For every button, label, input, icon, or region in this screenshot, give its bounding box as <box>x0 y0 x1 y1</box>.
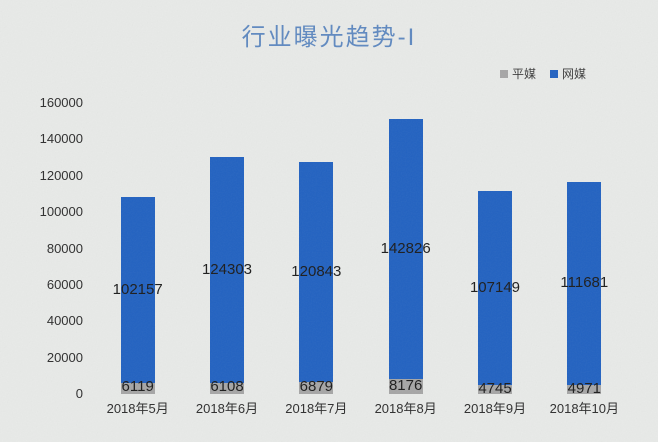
y-axis-tick-label: 140000 <box>39 131 83 147</box>
print-media-value-label: 6108 <box>210 378 244 396</box>
plot-area: 102157 6119 2018年5月 124303 6108 2018年6月 … <box>93 103 629 416</box>
bar-group: 124303 6108 2018年6月 <box>182 103 272 416</box>
x-axis-category-label: 2018年10月 <box>549 401 620 416</box>
y-axis-tick-label: 40000 <box>46 313 83 329</box>
y-axis-tick-label: 80000 <box>46 240 83 256</box>
x-axis-category-label: 2018年7月 <box>285 401 348 416</box>
bar-group: 111681 4971 2018年10月 <box>539 103 629 416</box>
x-axis-category-label: 2018年9月 <box>463 401 527 416</box>
online-media-value-label: 124303 <box>201 260 253 278</box>
x-axis-category-label: 2018年8月 <box>374 401 437 416</box>
print-media-value-label: 6879 <box>299 377 334 395</box>
online-media-value-label: 107149 <box>469 278 521 296</box>
legend: 平媒 网媒 <box>499 65 586 82</box>
y-axis-tick-label: 0 <box>75 386 83 401</box>
bar-group: 102157 6119 2018年5月 <box>93 103 183 416</box>
print-media-swatch-icon <box>499 69 508 78</box>
y-axis-tick-label: 160000 <box>39 95 83 110</box>
bar-group: 107149 4745 2018年9月 <box>450 103 540 416</box>
print-media-value-label: 4971 <box>567 379 602 397</box>
online-media-value-label: 120843 <box>291 262 342 280</box>
legend-label-print-media: 平媒 <box>511 67 536 81</box>
legend-item-online-media: 网媒 <box>549 65 586 82</box>
online-media-swatch-icon <box>549 69 558 78</box>
legend-item-print-media: 平媒 <box>499 65 536 82</box>
x-axis-category-label: 2018年5月 <box>106 401 169 416</box>
bar-group: 120843 6879 2018年7月 <box>271 103 361 416</box>
y-axis-tick-label: 120000 <box>39 167 83 183</box>
y-axis-tick-label: 60000 <box>46 276 83 292</box>
y-axis: 0 20000 40000 60000 80000 100000 120000 140000 1… <box>28 95 83 401</box>
print-media-value-label: 8176 <box>388 376 423 394</box>
online-media-value-label: 142826 <box>380 240 431 258</box>
chart-title: 行业曝光趋势-I <box>241 24 417 51</box>
bar-group: 142826 8176 2018年8月 <box>361 103 451 416</box>
x-axis-category-label: 2018年6月 <box>195 401 259 416</box>
y-axis-tick-label: 100000 <box>39 204 83 220</box>
legend-label-online-media: 网媒 <box>561 67 586 81</box>
y-axis-tick-label: 20000 <box>46 349 83 365</box>
online-media-value-label: 102157 <box>112 281 163 298</box>
print-media-value-label: 4745 <box>478 379 512 397</box>
print-media-value-label: 6119 <box>121 378 154 396</box>
online-media-value-label: 111681 <box>560 274 609 292</box>
